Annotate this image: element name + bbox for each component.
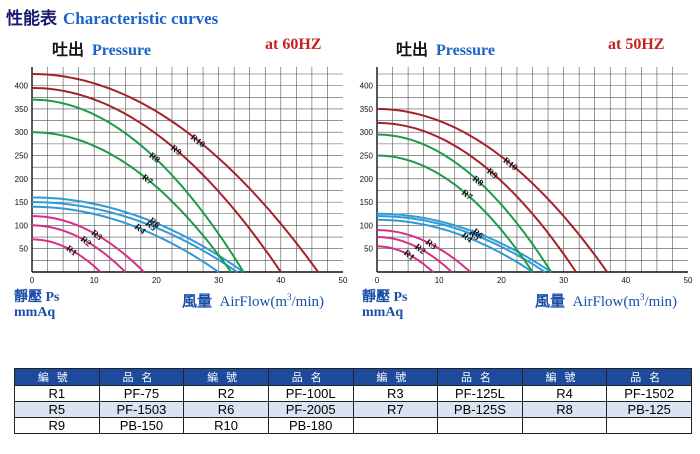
- chart1-xtick-label: 10: [90, 276, 99, 285]
- chart1-xtick-label: 40: [276, 276, 285, 285]
- model-table: 編號 品名 編號 品名 編號 品名 編號 品名 R1 PF-75 R2 PF-1…: [14, 368, 692, 434]
- chart2-series-r10: [376, 107, 608, 273]
- chart1-series-r6: [32, 196, 245, 273]
- chart1-xtick-label: 50: [339, 276, 348, 285]
- chart1-series-r1: [32, 238, 102, 273]
- chart2-series-r9: [376, 121, 577, 273]
- panel2-ylabel: 靜壓 Ps mmAq: [362, 290, 408, 320]
- chart1-xtick-label: 0: [30, 276, 35, 285]
- table-row: R1 PF-75 R2 PF-100L R3 PF-125L R4 PF-150…: [14, 385, 692, 402]
- chart2-xtick-label: 0: [375, 276, 380, 285]
- chart2-ytick-label: 300: [360, 128, 374, 137]
- chart1-xtick-label: 20: [152, 276, 161, 285]
- panel2-xlabel: 風量 AirFlow(m3/min): [535, 292, 678, 310]
- chart1-ytick-label: 350: [15, 105, 29, 114]
- chart1-series-r7: [31, 131, 232, 273]
- chart2-series-r2: [377, 236, 453, 273]
- chart1-ytick-label: 100: [15, 221, 29, 230]
- chart1-series-r9: [31, 87, 282, 273]
- table-row: R5 PF-1503 R6 PF-2005 R7 PB-125S R8 PB-1…: [14, 401, 692, 418]
- chart2-xtick-label: 20: [497, 276, 506, 285]
- chart2-ytick-label: 50: [364, 245, 373, 254]
- chart2-series-r8: [377, 133, 553, 273]
- chart1-series-r5: [32, 201, 238, 273]
- chart2-ytick-label: 350: [360, 105, 374, 114]
- chart2-ytick-label: 400: [360, 82, 374, 91]
- chart2-series-r4: [377, 218, 534, 273]
- model-table-header: 編號 品名 編號 品名 編號 品名 編號 品名: [14, 368, 692, 386]
- chart2-ytick-label: 250: [360, 152, 374, 161]
- header-title-en: Characteristic curves: [63, 9, 219, 28]
- chart1-series-r8: [31, 98, 245, 273]
- chart2-ytick-label: 100: [360, 221, 374, 230]
- panel1-frequency: at 60HZ: [265, 36, 322, 53]
- chart1-ytick-label: 400: [15, 82, 29, 91]
- panel1-ylabel: 靜壓 Ps mmAq: [14, 290, 60, 320]
- chart1-series-r2: [32, 224, 127, 273]
- chart1-ytick-label: 300: [15, 128, 29, 137]
- chart2-xtick-label: 40: [621, 276, 630, 285]
- chart2-series-r1: [377, 245, 434, 273]
- chart1-ytick-label: 250: [15, 152, 29, 161]
- chart1-series-r10: [31, 73, 319, 273]
- chart2-ytick-label: 200: [360, 175, 374, 184]
- chart1-ytick-label: 200: [15, 175, 29, 184]
- chart2-ytick-label: 150: [360, 198, 374, 207]
- table-row: R9 PB-150 R10 PB-180: [14, 417, 692, 434]
- chart1-series-r4: [32, 205, 220, 273]
- chart2-xtick-label: 10: [435, 276, 444, 285]
- chart2-series-r7: [376, 154, 534, 273]
- chart2-xtick-label: 50: [684, 276, 693, 285]
- chart2-series-r5: [377, 215, 546, 273]
- chart2-series-r3: [377, 229, 471, 273]
- chart2-series-r6: [377, 212, 552, 273]
- chart2-xtick-label: 30: [559, 276, 568, 285]
- panel1-xlabel: 風量 AirFlow(m3/min): [182, 292, 325, 310]
- chart1-xtick-label: 30: [214, 276, 223, 285]
- chart1-label-r1: R1: [64, 243, 79, 258]
- header-title-zh: 性能表: [6, 9, 57, 28]
- chart1-series-r3: [32, 215, 145, 273]
- panel2-frequency: at 50HZ: [608, 36, 665, 53]
- panel2-pressure-title: 吐出 Pressure: [396, 42, 495, 59]
- panel1-pressure-title: 吐出 Pressure: [52, 42, 151, 59]
- chart1-ytick-label: 50: [19, 245, 28, 254]
- page-header: 性能表 Characteristic curves: [6, 4, 218, 29]
- chart1-ytick-label: 150: [15, 198, 29, 207]
